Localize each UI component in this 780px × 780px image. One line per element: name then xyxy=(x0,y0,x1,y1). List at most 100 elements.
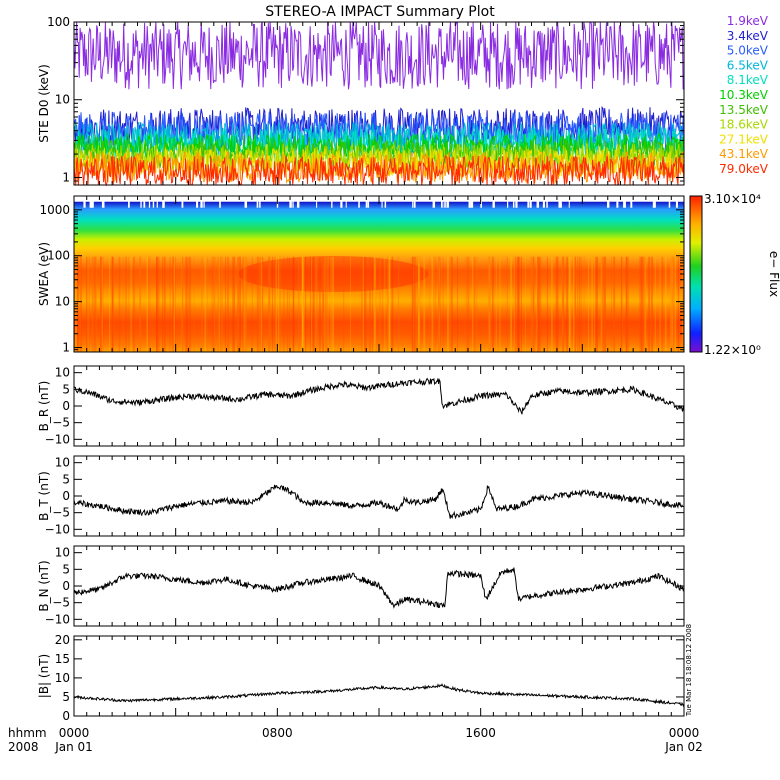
spectrogram-streak xyxy=(237,256,240,352)
spectrogram-streak xyxy=(613,256,616,352)
spectrogram-streak xyxy=(93,256,96,352)
spectrogram-streak xyxy=(76,256,79,352)
spectrogram-streak xyxy=(644,256,646,352)
spectrogram-streak xyxy=(438,256,440,352)
y-tick-label: 1000 xyxy=(39,203,70,217)
spectrogram-streak xyxy=(189,256,192,352)
legend-entry: 1.9keV xyxy=(727,14,769,28)
spectrogram-streak xyxy=(330,256,332,352)
spectrogram-streak xyxy=(625,256,628,352)
spectrogram-streak xyxy=(520,256,522,352)
spectrogram-streak xyxy=(201,256,203,352)
spectrogram-gap xyxy=(675,196,678,208)
spectrogram-streak xyxy=(303,256,304,352)
spectrogram-gap xyxy=(515,196,518,208)
spectrogram-streak xyxy=(674,256,677,352)
spectrogram-streak xyxy=(536,256,539,352)
spectrogram-streak xyxy=(562,256,565,352)
spectrogram-streak xyxy=(555,256,557,352)
spectrogram-gap xyxy=(537,196,540,208)
spectrogram-streak xyxy=(91,256,94,352)
spectrogram-streak xyxy=(302,256,304,352)
spectrogram-streak xyxy=(374,256,377,352)
spectrogram-streak xyxy=(319,256,321,352)
spectrogram-streak xyxy=(74,256,77,352)
spectrogram-streak xyxy=(595,256,598,352)
spectrogram-streak xyxy=(489,256,491,352)
spectrogram-gap xyxy=(492,196,495,208)
spectrogram-streak xyxy=(593,256,595,352)
spectrogram-streak xyxy=(627,256,629,352)
bmag-frame xyxy=(73,635,685,717)
spectrogram-gap xyxy=(542,196,545,208)
legend-entry: 5.0keV xyxy=(727,44,769,58)
spectrogram-gap xyxy=(412,196,414,208)
spectrogram-gap xyxy=(507,196,509,208)
spectrogram-streak xyxy=(464,256,466,352)
spectrogram-streak xyxy=(574,256,576,352)
spectrogram-streak xyxy=(327,256,329,352)
spectrogram-streak xyxy=(173,256,175,352)
swea-panel: 1 10 100 1000 SWEA (eV) 3.10×10⁴ 1.22×10⁰ e−… xyxy=(37,192,780,357)
spectrogram-streak xyxy=(672,256,674,352)
spectrogram-gap xyxy=(156,196,158,208)
ste-panel: 1.9keV3.4keV5.0keV6.5keV8.1keV10.3keV13.… xyxy=(37,14,769,187)
spectrogram-streak xyxy=(506,256,508,352)
spectrogram-gap xyxy=(652,196,655,208)
y-tick-label: 10 xyxy=(55,366,70,380)
spectrogram-streak xyxy=(476,256,478,352)
spectrogram-streak xyxy=(288,256,290,352)
x-tick-hhmm: 0800 xyxy=(262,726,293,740)
spectrogram-streak xyxy=(350,256,351,352)
bt-trace xyxy=(73,484,685,520)
spectrogram-streak xyxy=(488,256,491,352)
spectrogram-streak xyxy=(219,256,221,352)
spectrogram-streak xyxy=(268,256,271,352)
spectrogram-streak xyxy=(305,256,307,352)
x-tick-hhmm: 0000 xyxy=(669,726,700,740)
spectrogram-streak xyxy=(271,256,274,352)
spectrogram-streak xyxy=(169,256,171,352)
spectrogram-streak xyxy=(80,256,83,352)
y-tick-label: 5 xyxy=(62,562,70,576)
y-tick-label: 1 xyxy=(62,170,70,184)
y-tick-label: 10 xyxy=(55,546,70,560)
y-tick-label: 20 xyxy=(55,633,70,647)
spectrogram-streak xyxy=(361,256,363,352)
spectrogram-streak xyxy=(382,256,383,352)
spectrogram-streak xyxy=(226,256,230,352)
spectrogram-streak xyxy=(525,256,526,352)
spectrogram-streak xyxy=(451,256,453,352)
spectrogram-gap xyxy=(92,196,94,208)
y-tick-label: 1 xyxy=(62,341,70,355)
spectrogram-streak xyxy=(561,256,564,352)
spectrogram-streak xyxy=(417,256,419,352)
swea-y-axis: 1 10 100 1000 SWEA (eV) xyxy=(37,196,685,355)
spectrogram-gap xyxy=(200,196,203,208)
ste-series-79-0keV xyxy=(73,155,685,187)
spectrogram-streak xyxy=(122,256,124,352)
spectrogram-streak xyxy=(204,256,207,352)
spectrogram-streak xyxy=(650,256,653,352)
ste-series-8-1keV xyxy=(73,127,685,161)
x-axis-row2-label: 2008 xyxy=(8,740,39,754)
spectrogram-streak xyxy=(130,256,132,352)
spectrogram-streak xyxy=(414,256,417,352)
spectrogram-streak xyxy=(310,256,312,352)
ste-legend: 1.9keV3.4keV5.0keV6.5keV8.1keV10.3keV13.… xyxy=(719,14,769,176)
spectrogram-streak xyxy=(251,256,253,352)
spectrogram-streak xyxy=(239,256,242,352)
y-tick-label: 100 xyxy=(47,15,70,29)
spectrogram-gap xyxy=(316,196,318,208)
spectrogram-gap xyxy=(559,196,562,208)
spectrogram-streak xyxy=(128,256,130,352)
spectrogram-streak xyxy=(654,256,656,352)
y-tick-label: 5 xyxy=(62,690,70,704)
spectrogram-streak xyxy=(510,256,512,352)
spectrogram-streak xyxy=(99,256,102,352)
spectrogram-gap xyxy=(468,196,471,208)
spectrogram-gap xyxy=(512,196,515,208)
spectrogram-gap xyxy=(103,196,105,208)
spectrogram-gap xyxy=(331,196,333,208)
spectrogram-streak xyxy=(100,256,103,352)
